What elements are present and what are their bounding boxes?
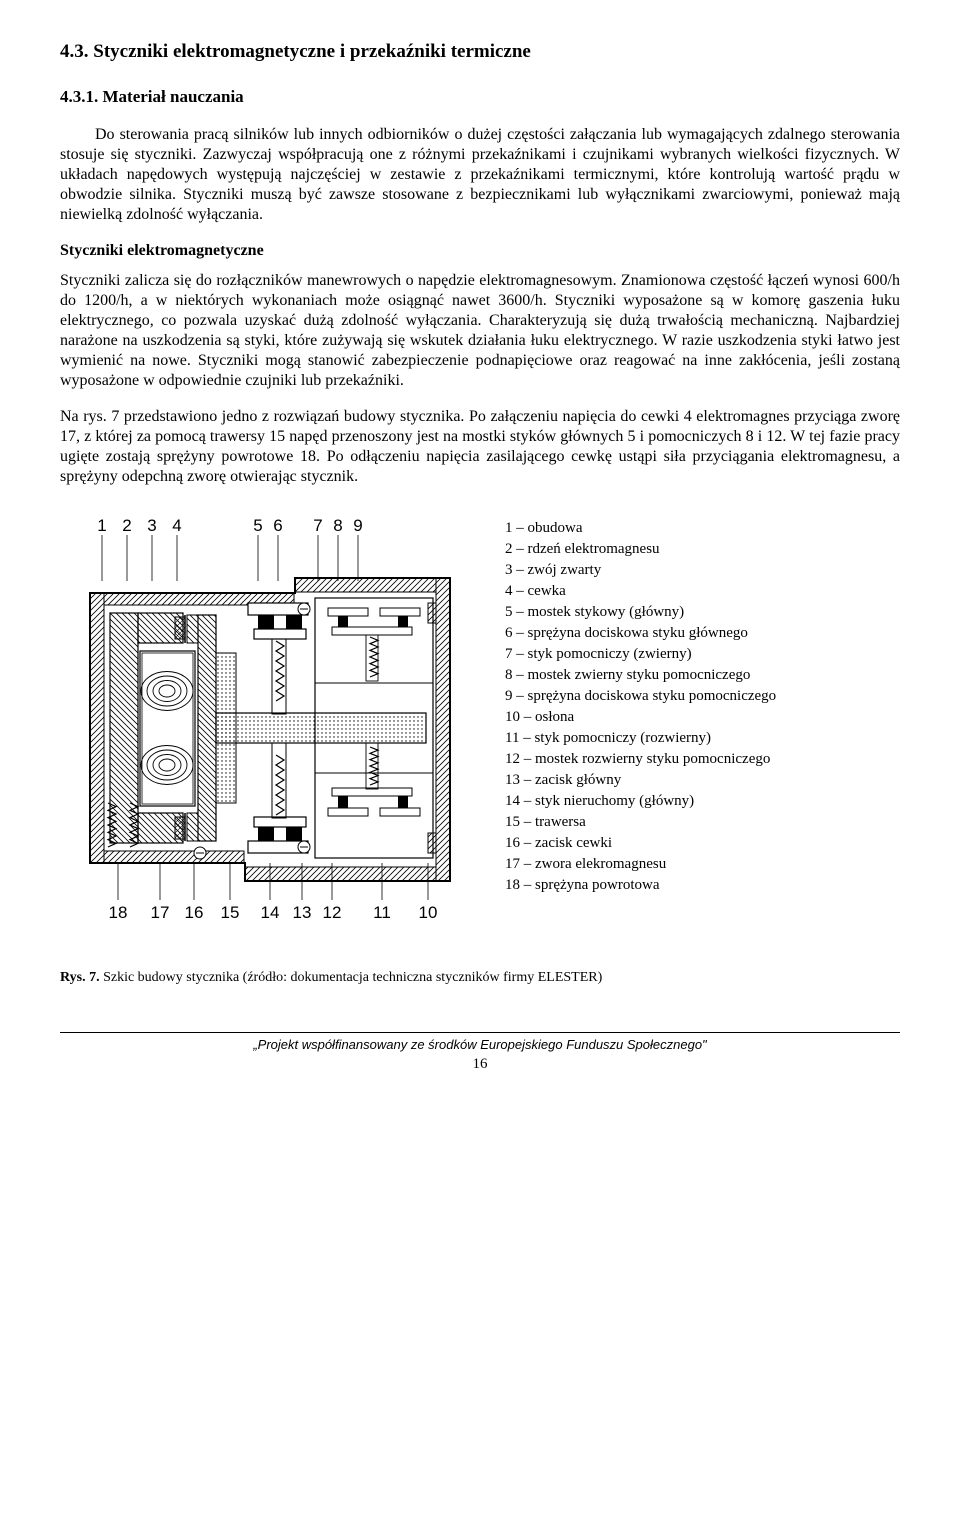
caption-text: Szkic budowy stycznika (źródło: dokument… xyxy=(100,970,603,985)
svg-text:16: 16 xyxy=(185,903,204,922)
legend-item: 2 – rdzeń elektromagnesu xyxy=(505,539,900,560)
svg-text:2: 2 xyxy=(122,516,131,535)
legend-item: 1 – obudowa xyxy=(505,518,900,539)
legend-item: 18 – sprężyna powrotowa xyxy=(505,875,900,896)
svg-text:6: 6 xyxy=(273,516,282,535)
heading-styczniki: Styczniki elektromagnetyczne xyxy=(60,241,900,261)
contactor-diagram: 123456789181716151413121110 xyxy=(60,503,480,939)
svg-text:14: 14 xyxy=(261,903,280,922)
subsection-title: 4.3.1. Materiał nauczania xyxy=(60,86,900,107)
svg-text:15: 15 xyxy=(221,903,240,922)
paragraph-intro: Do sterowania pracą silników lub innych … xyxy=(60,125,900,225)
legend-item: 7 – styk pomocniczy (zwierny) xyxy=(505,644,900,665)
legend-item: 9 – sprężyna dociskowa styku pomocniczeg… xyxy=(505,686,900,707)
svg-text:8: 8 xyxy=(333,516,342,535)
figure-legend: 1 – obudowa2 – rdzeń elektromagnesu3 – z… xyxy=(480,503,900,896)
paragraph-3: Na rys. 7 przedstawiono jedno z rozwiąza… xyxy=(60,407,900,487)
caption-label: Rys. 7. xyxy=(60,970,100,985)
svg-text:10: 10 xyxy=(419,903,438,922)
legend-item: 17 – zwora elekromagnesu xyxy=(505,854,900,875)
legend-item: 10 – osłona xyxy=(505,707,900,728)
svg-text:12: 12 xyxy=(323,903,342,922)
footer-text: „Projekt współfinansowany ze środków Eur… xyxy=(60,1037,900,1053)
svg-text:17: 17 xyxy=(151,903,170,922)
svg-text:13: 13 xyxy=(293,903,312,922)
legend-item: 11 – styk pomocniczy (rozwierny) xyxy=(505,728,900,749)
svg-text:7: 7 xyxy=(313,516,322,535)
page-footer: „Projekt współfinansowany ze środków Eur… xyxy=(60,1032,900,1074)
svg-text:11: 11 xyxy=(373,903,391,922)
section-title: 4.3. Styczniki elektromagnetyczne i prze… xyxy=(60,40,900,64)
legend-item: 12 – mostek rozwierny styku pomocniczego xyxy=(505,749,900,770)
legend-item: 8 – mostek zwierny styku pomocniczego xyxy=(505,665,900,686)
paragraph-2: Styczniki zalicza się do rozłączników ma… xyxy=(60,271,900,391)
svg-text:9: 9 xyxy=(353,516,362,535)
legend-item: 14 – styk nieruchomy (główny) xyxy=(505,791,900,812)
svg-text:5: 5 xyxy=(253,516,262,535)
legend-item: 15 – trawersa xyxy=(505,812,900,833)
page-number: 16 xyxy=(60,1055,900,1074)
svg-text:4: 4 xyxy=(172,516,181,535)
legend-item: 4 – cewka xyxy=(505,581,900,602)
legend-item: 6 – sprężyna dociskowa styku głównego xyxy=(505,623,900,644)
legend-item: 16 – zacisk cewki xyxy=(505,833,900,854)
figure-row: 123456789181716151413121110 1 – obudowa2… xyxy=(60,503,900,939)
legend-item: 5 – mostek stykowy (główny) xyxy=(505,602,900,623)
svg-text:18: 18 xyxy=(109,903,128,922)
svg-text:3: 3 xyxy=(147,516,156,535)
figure-caption: Rys. 7. Szkic budowy stycznika (źródło: … xyxy=(60,969,900,987)
svg-text:1: 1 xyxy=(97,516,106,535)
legend-item: 13 – zacisk główny xyxy=(505,770,900,791)
legend-item: 3 – zwój zwarty xyxy=(505,560,900,581)
